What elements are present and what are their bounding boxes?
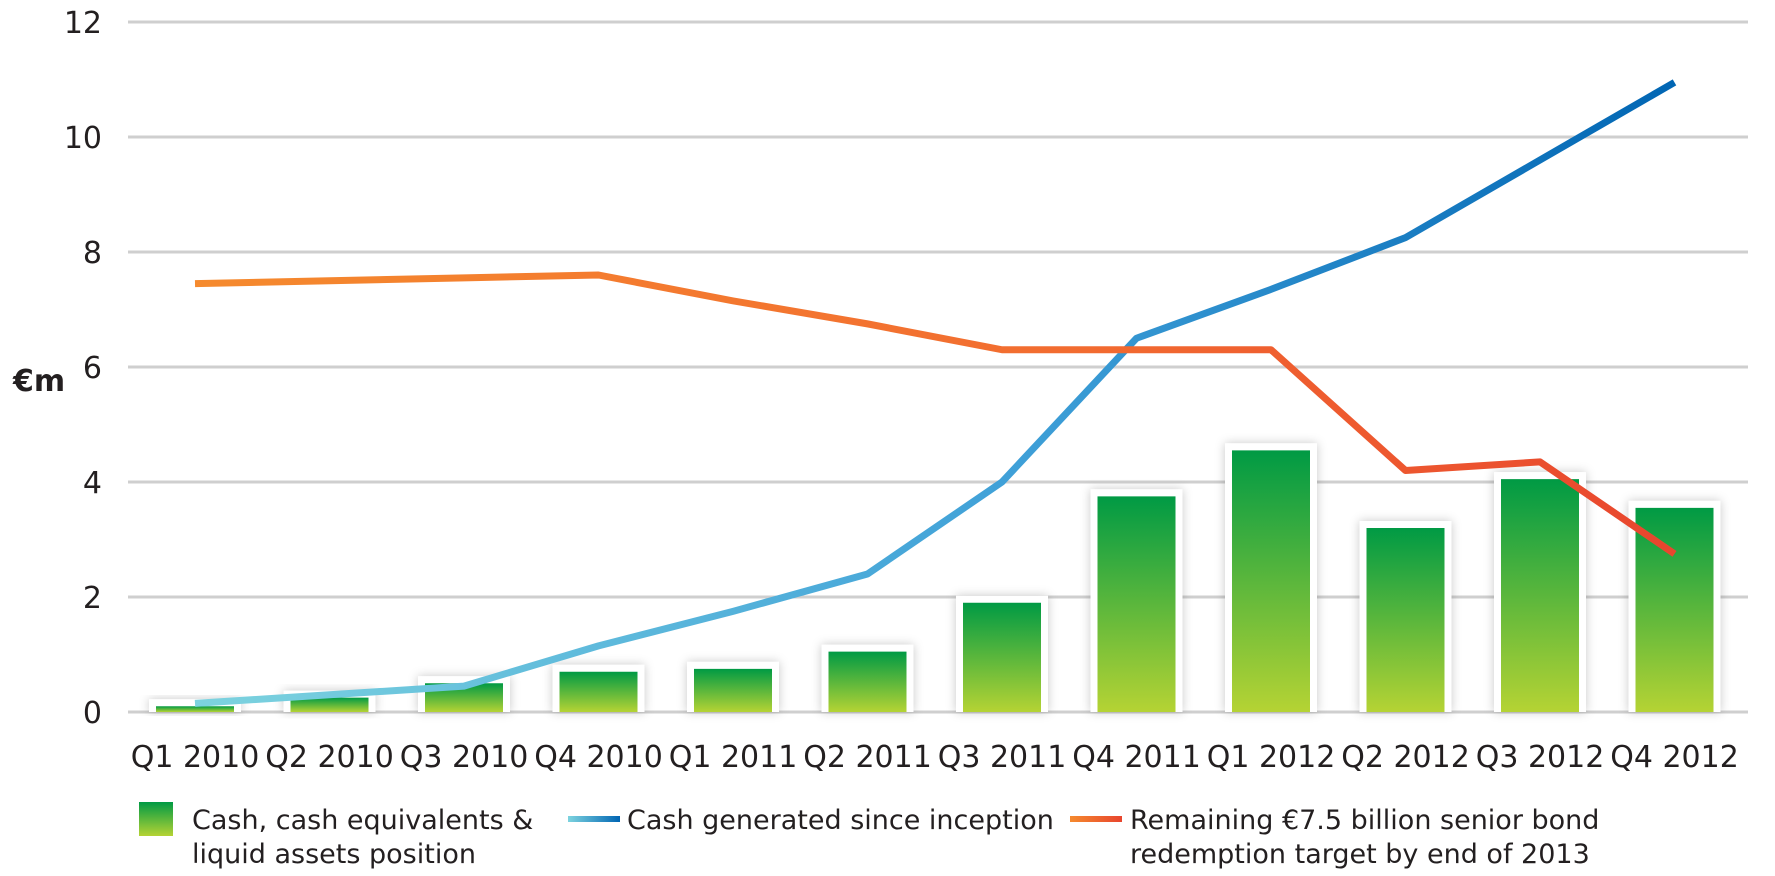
bar	[1359, 521, 1452, 712]
bar-series	[149, 443, 1721, 712]
bond-redemption-line	[194, 271, 1677, 557]
y-tick-label: 0	[83, 696, 102, 731]
x-tick-label: Q2 2011	[803, 740, 932, 775]
bar	[956, 595, 1048, 712]
legend: Cash, cash equivalents &liquid assets po…	[139, 802, 1599, 870]
x-tick-label: Q2 2012	[1341, 740, 1470, 775]
x-tick-label: Q4 2012	[1610, 740, 1739, 775]
legend-label: Cash, cash equivalents &	[192, 805, 533, 836]
y-tick-label: 6	[83, 351, 102, 386]
legend-swatch-line	[1070, 816, 1122, 822]
x-tick-label: Q1 2010	[131, 740, 260, 775]
y-tick-label: 10	[64, 121, 102, 156]
x-tick-label: Q4 2011	[1072, 740, 1201, 775]
x-tick-label: Q3 2011	[938, 740, 1067, 775]
bar	[1628, 500, 1721, 712]
legend-item-cash-generated: Cash generated since inception	[568, 805, 1054, 836]
bar	[687, 661, 779, 712]
legend-label: redemption target by end of 2013	[1130, 839, 1590, 870]
y-tick-label: 4	[83, 466, 102, 501]
y-tick-label: 8	[83, 236, 102, 271]
x-tick-label: Q3 2012	[1476, 740, 1605, 775]
y-axis-label: €m	[12, 364, 65, 399]
bar	[821, 644, 914, 712]
legend-label: liquid assets position	[192, 839, 476, 870]
legend-swatch-line	[568, 816, 620, 822]
bar	[418, 676, 510, 712]
y-tick-label: 2	[83, 581, 102, 616]
y-tick-label: 12	[64, 6, 102, 41]
x-tick-label: Q4 2010	[534, 740, 663, 775]
legend-label: Cash generated since inception	[627, 805, 1054, 836]
gridlines	[128, 20, 1748, 714]
bar	[552, 664, 645, 712]
bar	[1225, 443, 1317, 712]
legend-swatch-bar	[139, 802, 173, 836]
bar	[1494, 472, 1586, 712]
x-tick-label: Q3 2010	[400, 740, 529, 775]
legend-label: Remaining €7.5 billion senior bond	[1130, 805, 1599, 836]
legend-item-bond-redemption: Remaining €7.5 billion senior bondredemp…	[1070, 805, 1599, 870]
y-axis-ticks: 0 2 4 6 8 10 12	[64, 6, 102, 731]
bar	[1090, 489, 1183, 712]
line-series	[194, 79, 1677, 707]
legend-item-cash-position: Cash, cash equivalents &liquid assets po…	[139, 802, 533, 870]
cash-generated-line	[194, 79, 1677, 707]
x-tick-label: Q1 2011	[669, 740, 798, 775]
x-tick-label: Q2 2010	[265, 740, 394, 775]
x-axis-ticks: Q1 2010 Q2 2010 Q3 2010 Q4 2010 Q1 2011 Q2 20…	[131, 740, 1739, 775]
x-tick-label: Q1 2012	[1207, 740, 1336, 775]
